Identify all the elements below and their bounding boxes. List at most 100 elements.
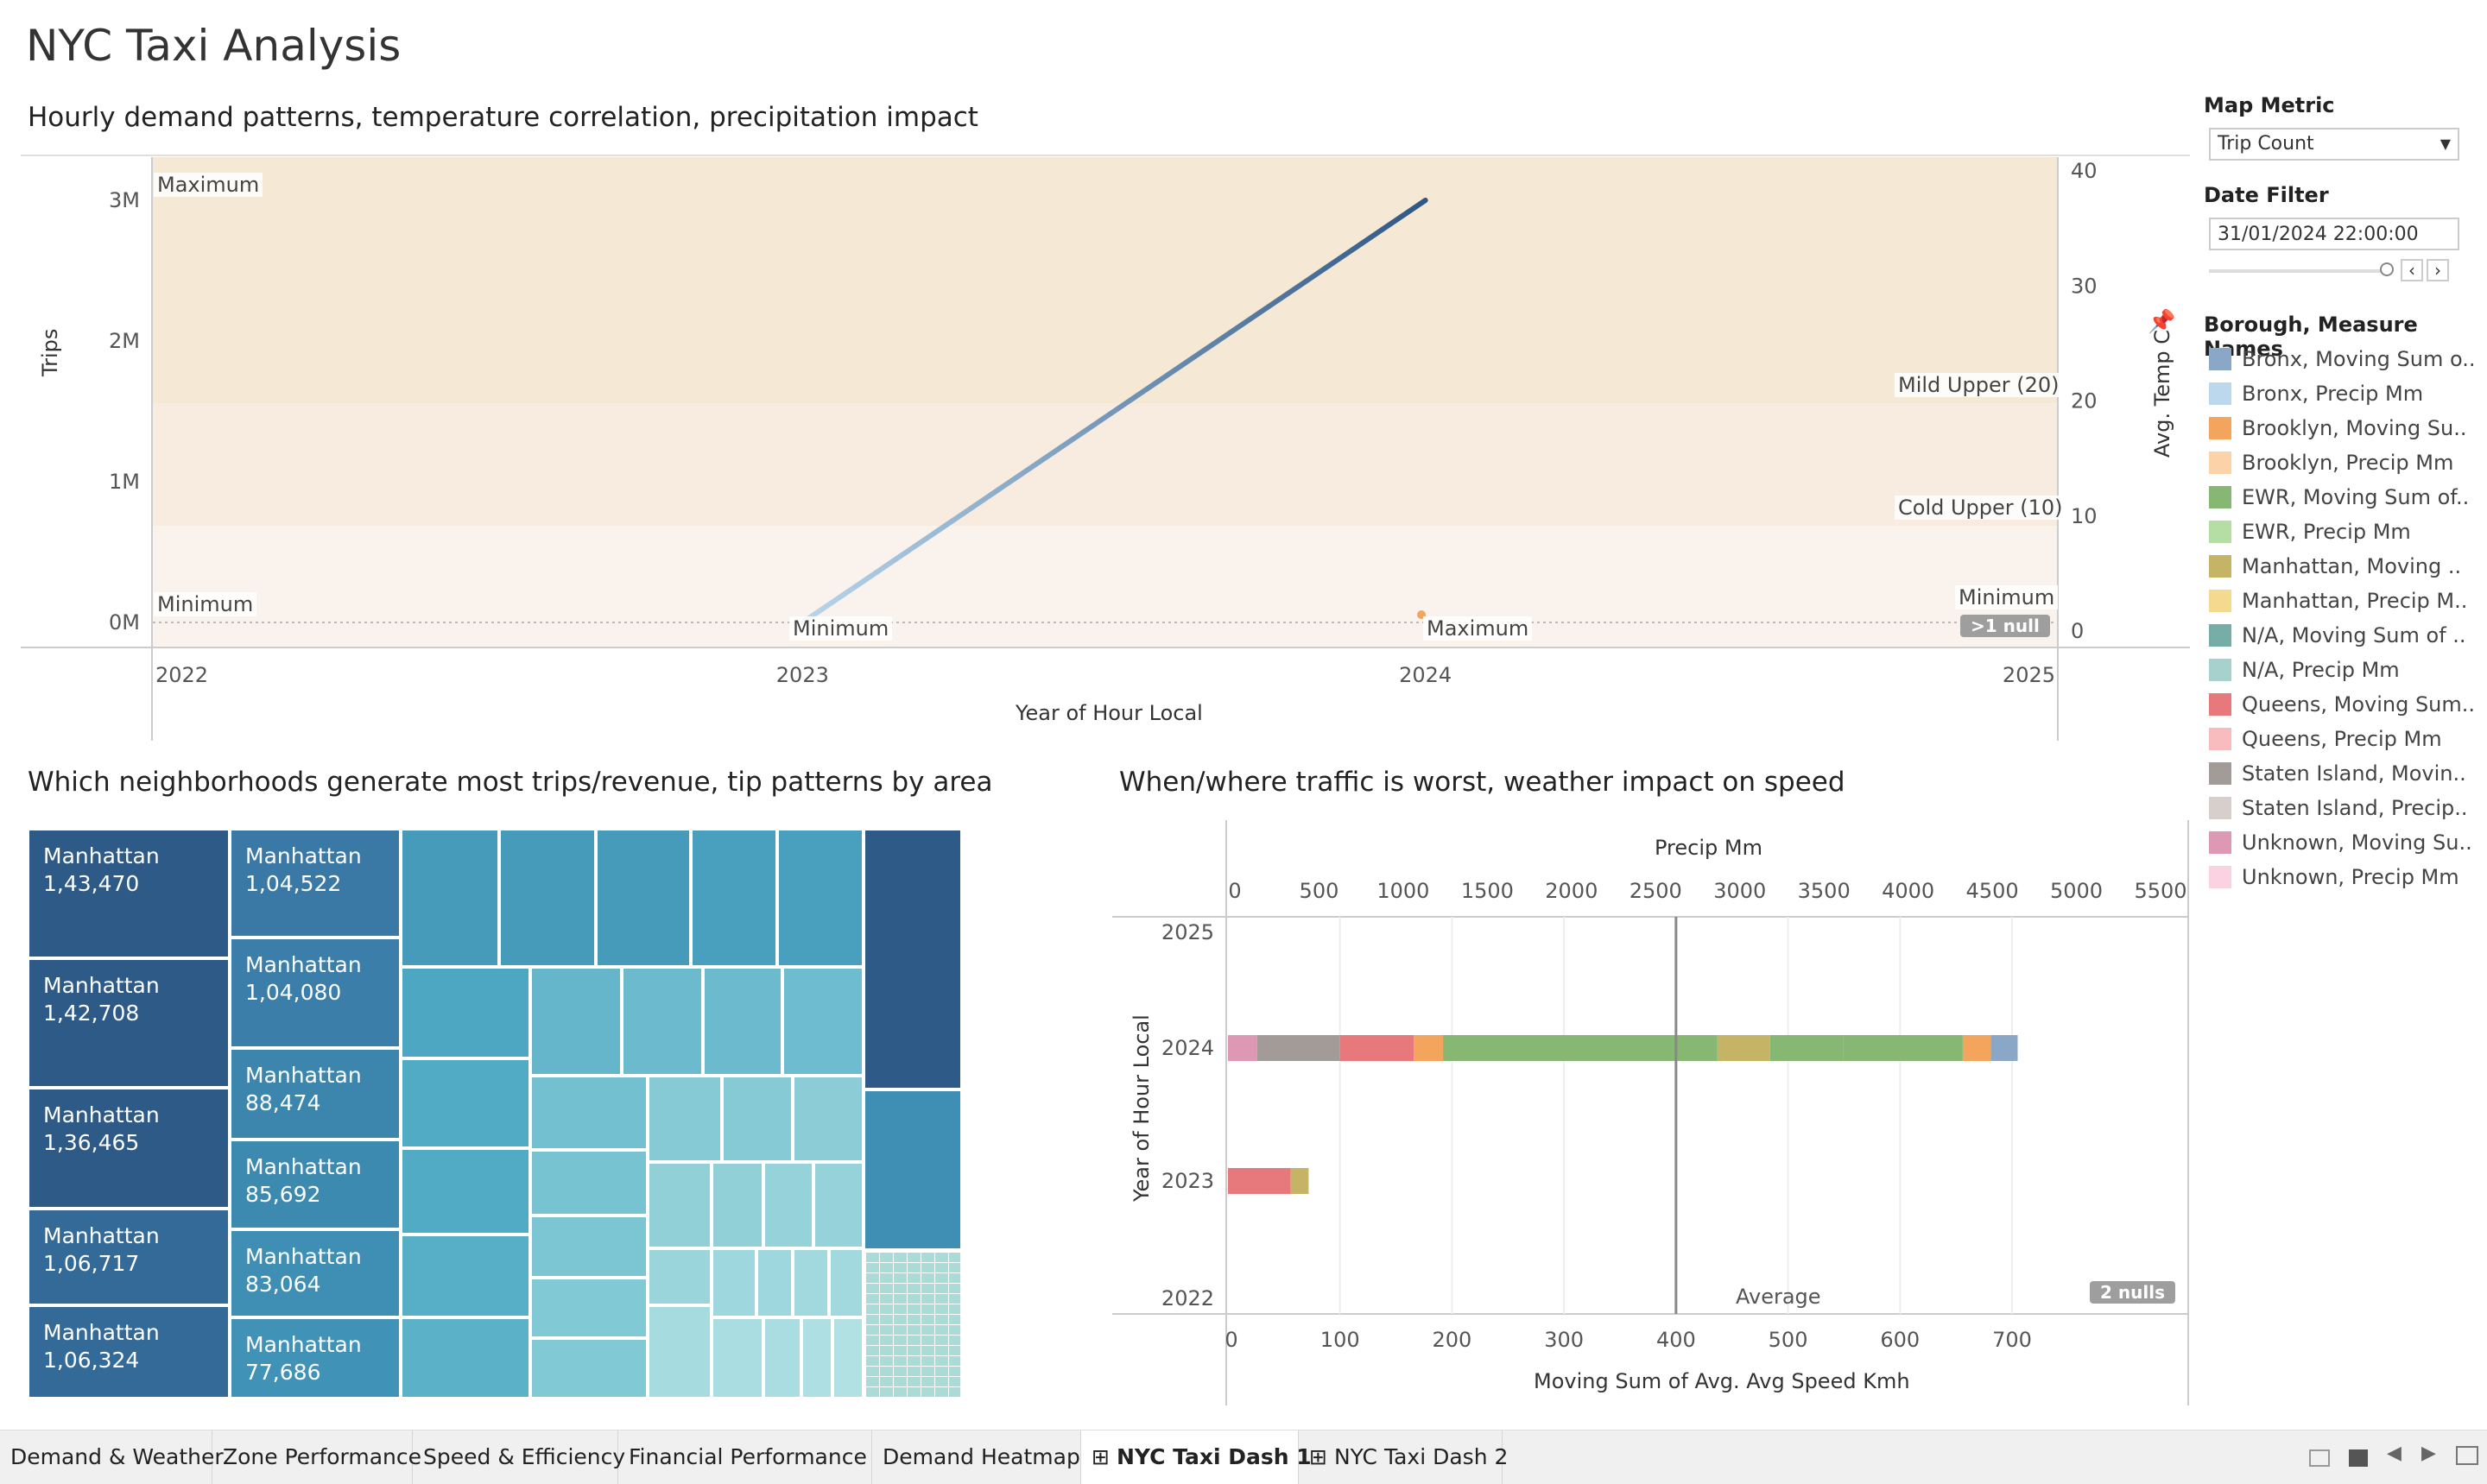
null-indicator-speed[interactable]: 2 nulls <box>2090 1281 2175 1304</box>
bar-segment[interactable] <box>1414 1035 1444 1061</box>
prev-date-button[interactable]: ‹ <box>2401 259 2423 281</box>
legend-item[interactable]: Manhattan, Precip M.. <box>2209 584 2482 618</box>
treemap-cell[interactable] <box>864 1089 962 1250</box>
next-date-button[interactable]: › <box>2427 259 2449 281</box>
legend-item[interactable]: EWR, Moving Sum of.. <box>2209 480 2482 515</box>
speed-precip-chart[interactable]: 0 100 200 300 400 500 600 700 0 500 1000 1500 2000 25… <box>1105 818 2193 1414</box>
legend-item[interactable]: Brooklyn, Moving Su.. <box>2209 411 2482 445</box>
treemap-cell[interactable] <box>530 1216 648 1278</box>
treemap-cell[interactable] <box>648 1248 712 1305</box>
pin-icon[interactable]: 📌 <box>2148 309 2176 335</box>
legend-item[interactable]: Unknown, Precip Mm <box>2209 860 2482 894</box>
tab-nyc-taxi-dash-1[interactable]: ⊞ NYC Taxi Dash 1 <box>1081 1430 1312 1484</box>
filmstrip-view-icon[interactable] <box>2349 1449 2368 1467</box>
bar-segment[interactable] <box>1769 1035 1844 1061</box>
legend-item[interactable]: Bronx, Moving Sum o.. <box>2209 342 2482 376</box>
legend-item[interactable]: EWR, Precip Mm <box>2209 515 2482 549</box>
date-slider-track[interactable] <box>2209 269 2389 273</box>
treemap-cell[interactable]: Manhattan 1,43,470 <box>28 829 230 958</box>
treemap-cell[interactable] <box>712 1317 763 1399</box>
treemap-cell[interactable]: Manhattan 88,474 <box>230 1048 401 1140</box>
date-slider-handle[interactable] <box>2380 262 2394 276</box>
bar-segment[interactable] <box>1962 1035 1991 1061</box>
treemap-cell[interactable]: Manhattan 1,04,522 <box>230 829 401 938</box>
treemap-cell[interactable]: Manhattan 1,36,465 <box>28 1088 230 1209</box>
treemap-cell[interactable] <box>401 829 499 967</box>
treemap-cell[interactable] <box>777 829 864 967</box>
treemap-small-cells[interactable] <box>864 1250 962 1399</box>
treemap-cell[interactable] <box>499 829 596 967</box>
treemap-cell[interactable] <box>722 1076 793 1162</box>
treemap-cell[interactable] <box>801 1317 832 1399</box>
treemap-cell[interactable]: Manhattan 1,06,324 <box>28 1305 230 1399</box>
present-mode-icon[interactable] <box>2456 1446 2478 1465</box>
tab-zone-performance[interactable]: Zone Performance <box>212 1430 421 1484</box>
treemap-cell[interactable] <box>793 1076 864 1162</box>
treemap-cell[interactable]: Manhattan 1,06,717 <box>28 1209 230 1305</box>
treemap-cell[interactable]: Manhattan 85,692 <box>230 1140 401 1229</box>
treemap-cell[interactable] <box>793 1248 829 1317</box>
legend-item[interactable]: Queens, Moving Sum.. <box>2209 687 2482 722</box>
treemap-cell[interactable] <box>648 1076 722 1162</box>
bar-segment[interactable] <box>1290 1168 1309 1194</box>
treemap-cell[interactable] <box>756 1248 793 1317</box>
treemap-cell[interactable] <box>832 1317 864 1399</box>
prev-sheet-icon[interactable]: ◀ <box>2387 1443 2402 1464</box>
tab-nyc-taxi-dash-2[interactable]: ⊞ NYC Taxi Dash 2 <box>1299 1430 1508 1484</box>
treemap-cell[interactable] <box>864 829 962 1089</box>
bar-segment[interactable] <box>1339 1035 1414 1061</box>
treemap-cell[interactable] <box>530 1338 648 1399</box>
treemap-cell[interactable] <box>530 1278 648 1338</box>
legend-item[interactable]: N/A, Precip Mm <box>2209 653 2482 687</box>
bar-segment[interactable] <box>1256 1035 1340 1061</box>
bar-segment[interactable] <box>1443 1035 1718 1061</box>
demand-temp-chart[interactable]: 2022 2023 2024 2025 0M 1M 2M 3M 0 10 20 30 40 <box>0 154 2193 749</box>
treemap-cell[interactable] <box>763 1162 813 1248</box>
legend-item[interactable]: Staten Island, Precip.. <box>2209 791 2482 825</box>
treemap-cell[interactable] <box>712 1248 756 1317</box>
legend-item[interactable]: Staten Island, Movin.. <box>2209 756 2482 791</box>
bar-segment[interactable] <box>1843 1035 1963 1061</box>
treemap-cell[interactable] <box>763 1317 801 1399</box>
treemap-cell[interactable] <box>782 967 864 1076</box>
treemap-cell[interactable]: Manhattan 77,686 <box>230 1317 401 1399</box>
bar-segment[interactable] <box>1228 1168 1291 1194</box>
treemap-cell[interactable] <box>401 1148 530 1235</box>
legend-item[interactable]: Bronx, Precip Mm <box>2209 376 2482 411</box>
tab-speed-efficiency[interactable]: Speed & Efficiency <box>413 1430 625 1484</box>
next-sheet-icon[interactable]: ▶ <box>2421 1443 2436 1464</box>
treemap-cell[interactable] <box>530 1076 648 1150</box>
treemap-cell[interactable] <box>829 1248 864 1317</box>
treemap-cell[interactable] <box>691 829 777 967</box>
tab-demand-heatmap[interactable]: Demand Heatmap <box>872 1430 1081 1484</box>
null-indicator-top[interactable]: >1 null <box>1960 615 2050 637</box>
treemap-cell[interactable] <box>530 967 622 1076</box>
treemap-cell[interactable] <box>401 1317 530 1399</box>
tab-demand-weather[interactable]: Demand & Weather <box>0 1430 224 1484</box>
treemap-cell[interactable] <box>596 829 691 967</box>
treemap-cell[interactable] <box>703 967 782 1076</box>
date-filter-input[interactable] <box>2209 218 2459 250</box>
legend-item[interactable]: Queens, Precip Mm <box>2209 722 2482 756</box>
legend-item[interactable]: Unknown, Moving Su.. <box>2209 825 2482 860</box>
bar-segment[interactable] <box>1717 1035 1770 1061</box>
legend-item[interactable]: Manhattan, Moving .. <box>2209 549 2482 584</box>
treemap-cell[interactable] <box>813 1162 864 1248</box>
treemap-cell[interactable]: Manhattan 1,42,708 <box>28 958 230 1088</box>
map-metric-dropdown[interactable]: Trip Count ▼ <box>2209 128 2459 161</box>
treemap-cell[interactable] <box>401 1058 530 1148</box>
treemap-cell[interactable] <box>401 967 530 1058</box>
treemap-cell[interactable] <box>648 1162 712 1248</box>
treemap-cell[interactable] <box>648 1305 712 1399</box>
grid-view-icon[interactable] <box>2309 1449 2330 1467</box>
bar-segment[interactable] <box>1228 1035 1257 1061</box>
treemap-cell[interactable] <box>401 1235 530 1317</box>
treemap-cell[interactable]: Manhattan 83,064 <box>230 1229 401 1317</box>
treemap-cell[interactable] <box>712 1162 763 1248</box>
legend-item[interactable]: Brooklyn, Precip Mm <box>2209 445 2482 480</box>
treemap-cell[interactable] <box>622 967 703 1076</box>
bar-segment[interactable] <box>1990 1035 2018 1061</box>
tab-financial-performance[interactable]: Financial Performance <box>618 1430 872 1484</box>
legend-item[interactable]: N/A, Moving Sum of .. <box>2209 618 2482 653</box>
treemap-cell[interactable]: Manhattan 1,04,080 <box>230 938 401 1048</box>
